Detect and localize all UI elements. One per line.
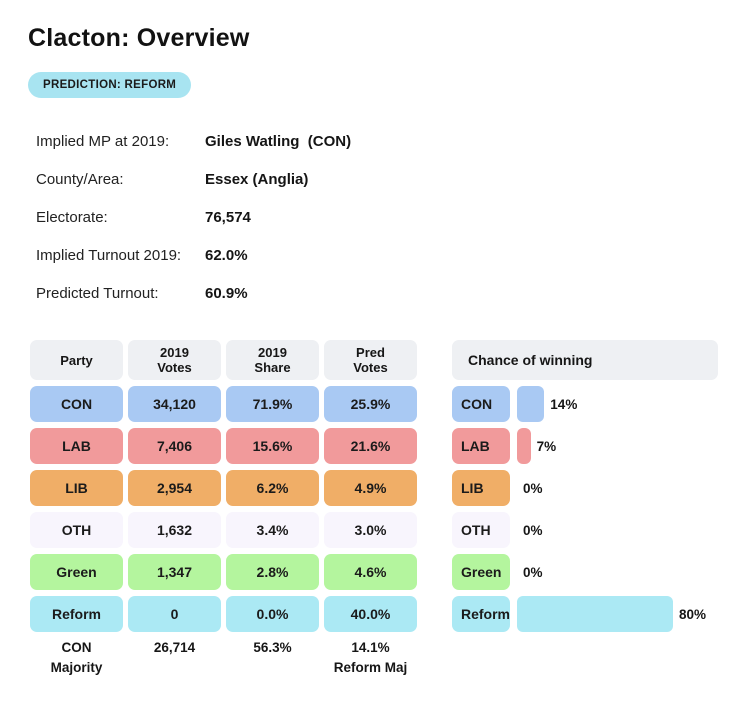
chance-percent: 80% xyxy=(679,606,707,622)
info-value: Giles Watling (CON) xyxy=(205,133,352,150)
chance-percent: 0% xyxy=(523,480,543,496)
table-row-lab: LAB 7,406 15.6% 21.6% xyxy=(30,428,417,464)
chance-bar xyxy=(517,386,545,422)
party-cell: LIB xyxy=(30,470,123,506)
info-value: 76,574 xyxy=(205,209,251,226)
chance-row-lib: LIB 0% xyxy=(452,470,718,506)
chance-percent: 14% xyxy=(550,396,578,412)
column-header-2019-votes: 2019 Votes xyxy=(128,340,221,380)
chance-percent: 0% xyxy=(523,522,543,538)
chance-bar xyxy=(517,428,531,464)
tables-section: Party 2019 Votes 2019 Share Pred Votes C… xyxy=(30,340,718,684)
majority-label: CON Majority xyxy=(50,640,103,675)
info-row-electorate: Electorate: 76,574 xyxy=(36,208,351,246)
pred-votes-cell: 4.9% xyxy=(324,470,417,506)
votes-2019-cell: 1,347 xyxy=(128,554,221,590)
pred-votes-cell: 21.6% xyxy=(324,428,417,464)
share-2019-cell: 6.2% xyxy=(226,470,319,506)
chance-panel-title: Chance of winning xyxy=(452,340,718,380)
column-header-party: Party xyxy=(30,340,123,380)
info-label: Implied MP at 2019: xyxy=(36,133,170,150)
chance-row-oth: OTH 0% xyxy=(452,512,718,548)
party-cell: CON xyxy=(30,386,123,422)
party-cell: CON xyxy=(452,386,510,422)
pred-majority: 14.1% Reform Maj xyxy=(333,640,408,675)
party-cell: LIB xyxy=(452,470,510,506)
chance-row-con: CON 14% xyxy=(452,386,718,422)
pred-votes-cell: 3.0% xyxy=(324,512,417,548)
info-row-predicted-turnout: Predicted Turnout: 60.9% xyxy=(36,284,351,322)
page-title: Clacton: Overview xyxy=(28,24,250,52)
party-cell: OTH xyxy=(452,512,510,548)
votes-2019-cell: 7,406 xyxy=(128,428,221,464)
results-header-row: Party 2019 Votes 2019 Share Pred Votes xyxy=(30,340,417,380)
pred-votes-cell: 25.9% xyxy=(324,386,417,422)
info-row-implied-turnout: Implied Turnout 2019: 62.0% xyxy=(36,246,351,284)
chance-row-green: Green 0% xyxy=(452,554,718,590)
party-cell: Reform xyxy=(30,596,123,632)
share-2019-cell: 2.8% xyxy=(226,554,319,590)
chance-percent: 7% xyxy=(536,438,557,454)
table-row-lib: LIB 2,954 6.2% 4.9% xyxy=(30,470,417,506)
pred-votes-cell: 4.6% xyxy=(324,554,417,590)
votes-2019-cell: 2,954 xyxy=(128,470,221,506)
table-row-oth: OTH 1,632 3.4% 3.0% xyxy=(30,512,417,548)
majority-share: 56.3% xyxy=(253,640,292,655)
info-label: Predicted Turnout: xyxy=(36,285,159,302)
party-cell: Green xyxy=(452,554,510,590)
chance-panel: Chance of winning CON 14% LAB 7% LIB 0% … xyxy=(452,340,718,684)
info-value: Essex (Anglia) xyxy=(205,171,309,188)
votes-2019-cell: 0 xyxy=(128,596,221,632)
share-2019-cell: 3.4% xyxy=(226,512,319,548)
chance-row-reform: Reform 80% xyxy=(452,596,718,632)
info-label: County/Area: xyxy=(36,171,124,188)
share-2019-cell: 0.0% xyxy=(226,596,319,632)
table-row-reform: Reform 0 0.0% 40.0% xyxy=(30,596,417,632)
column-header-pred-votes: Pred Votes xyxy=(324,340,417,380)
votes-2019-cell: 34,120 xyxy=(128,386,221,422)
info-label: Electorate: xyxy=(36,209,108,226)
chance-bar xyxy=(517,596,674,632)
votes-2019-cell: 1,632 xyxy=(128,512,221,548)
party-cell: LAB xyxy=(30,428,123,464)
chance-row-lab: LAB 7% xyxy=(452,428,718,464)
party-cell: OTH xyxy=(30,512,123,548)
party-cell: Reform xyxy=(452,596,511,632)
majority-votes: 26,714 xyxy=(153,640,196,655)
pred-votes-cell: 40.0% xyxy=(324,596,417,632)
column-header-2019-share: 2019 Share xyxy=(226,340,319,380)
results-table: Party 2019 Votes 2019 Share Pred Votes C… xyxy=(30,340,417,684)
info-value: 62.0% xyxy=(205,247,248,264)
share-2019-cell: 71.9% xyxy=(226,386,319,422)
prediction-badge: PREDICTION: REFORM xyxy=(28,72,192,98)
info-value: 60.9% xyxy=(205,285,248,302)
results-footer-row: CON Majority 26,714 56.3% 14.1% Reform M… xyxy=(30,638,417,678)
info-section: Implied MP at 2019: Giles Watling (CON) … xyxy=(36,132,351,322)
share-2019-cell: 15.6% xyxy=(226,428,319,464)
party-cell: Green xyxy=(30,554,123,590)
info-label: Implied Turnout 2019: xyxy=(36,247,182,264)
chance-percent: 0% xyxy=(523,564,543,580)
info-row-county-area: County/Area: Essex (Anglia) xyxy=(36,170,351,208)
info-row-implied-mp: Implied MP at 2019: Giles Watling (CON) xyxy=(36,132,351,170)
table-row-con: CON 34,120 71.9% 25.9% xyxy=(30,386,417,422)
table-row-green: Green 1,347 2.8% 4.6% xyxy=(30,554,417,590)
party-cell: LAB xyxy=(452,428,510,464)
